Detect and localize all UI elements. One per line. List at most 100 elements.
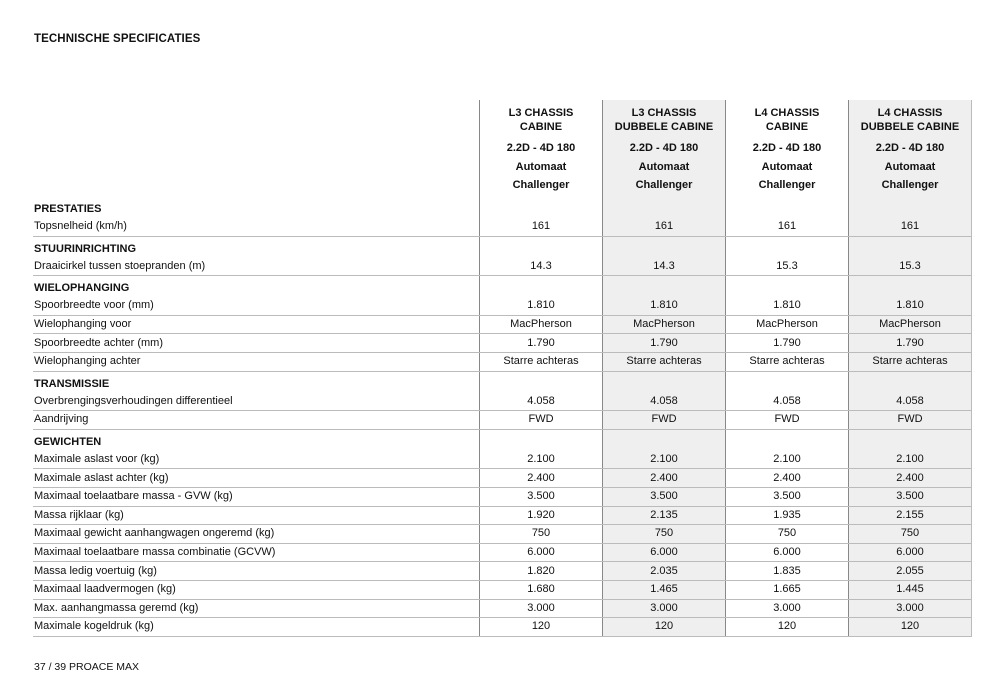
section-title: GEWICHTEN	[34, 435, 102, 448]
column-trans: Automaat	[884, 160, 936, 173]
empty-cell	[848, 429, 972, 451]
row-label: Maximale kogeldruk (kg)	[33, 617, 480, 637]
row-value: 1.790	[479, 333, 603, 353]
column-model: L4 CHASSIS	[754, 107, 820, 119]
empty-cell	[602, 429, 726, 451]
row-value: 3.000	[602, 599, 726, 619]
row-value: 2.400	[479, 468, 603, 488]
table-row: Maximaal toelaatbare massa combinatie (G…	[33, 543, 972, 563]
column-trans: Automaat	[515, 160, 567, 173]
row-value: 15.3	[848, 257, 972, 277]
row-value: Starre achteras	[479, 352, 603, 372]
row-value: 4.058	[848, 392, 972, 412]
row-label: Draaicirkel tussen stoepranden (m)	[33, 257, 480, 277]
empty-cell	[725, 236, 849, 258]
empty-cell	[479, 236, 603, 258]
column-engine: 2.2D - 4D 180	[506, 142, 576, 154]
empty-cell	[479, 371, 603, 393]
row-value: 750	[848, 524, 972, 544]
row-value: 14.3	[479, 257, 603, 277]
table-row: Topsnelheid (km/h) 161 161 161 161	[33, 218, 972, 237]
empty-cell	[479, 429, 603, 451]
row-value: 4.058	[479, 392, 603, 412]
row-value: MacPherson	[848, 315, 972, 335]
row-value: 2.100	[725, 450, 849, 470]
empty-cell	[848, 236, 972, 258]
table-row: Maximale aslast achter (kg) 2.400 2.400 2.4…	[33, 468, 972, 488]
row-value: 120	[602, 617, 726, 637]
row-label: Max. aanhangmassa geremd (kg)	[33, 599, 480, 619]
column-header: L4 CHASSIS CABINE 2.2D - 4D 180 Automaat Cha…	[725, 100, 849, 197]
column-header: L3 CHASSIS CABINE 2.2D - 4D 180 Automaat Cha…	[479, 100, 603, 197]
empty-cell	[479, 197, 603, 218]
row-value: 161	[848, 218, 972, 237]
row-value: 1.920	[479, 506, 603, 526]
row-value: 120	[479, 617, 603, 637]
row-value: 4.058	[602, 392, 726, 412]
row-value: 6.000	[725, 543, 849, 563]
row-value: MacPherson	[602, 315, 726, 335]
row-value: 3.500	[602, 487, 726, 507]
empty-cell	[602, 275, 726, 298]
column-sub: CABINE	[765, 120, 809, 133]
section-heading: WIELOPHANGING	[33, 275, 972, 298]
table-row: Massa rijklaar (kg) 1.920 2.135 1.935 2.155	[33, 506, 972, 526]
row-value: 2.400	[848, 468, 972, 488]
row-label: Maximaal laadvermogen (kg)	[33, 580, 480, 600]
column-grade: Challenger	[512, 179, 570, 191]
section-title: PRESTATIES	[34, 203, 102, 215]
table-row: Maximaal laadvermogen (kg) 1.680 1.465 1.66…	[33, 580, 972, 600]
row-value: 2.155	[848, 506, 972, 526]
column-sub: DUBBELE CABINE	[860, 120, 960, 133]
column-header: L3 CHASSIS DUBBELE CABINE 2.2D - 4D 180 Aut…	[602, 100, 726, 197]
table-row: Massa ledig voertuig (kg) 1.820 2.035 1.835…	[33, 561, 972, 581]
row-label: Spoorbreedte voor (mm)	[33, 297, 480, 316]
row-label: Overbrengingsverhoudingen differentieel	[33, 392, 480, 412]
empty-cell	[725, 429, 849, 451]
column-model: L3 CHASSIS	[631, 107, 697, 119]
row-value: 1.835	[725, 561, 849, 581]
row-value: 120	[725, 617, 849, 637]
row-value: 3.500	[848, 487, 972, 507]
table-row: Maximaal gewicht aanhangwagen ongeremd (…	[33, 524, 972, 544]
row-value: MacPherson	[479, 315, 603, 335]
empty-cell	[479, 275, 603, 298]
row-value: FWD	[725, 410, 849, 430]
column-grade: Challenger	[635, 179, 693, 191]
spec-table: L3 CHASSIS CABINE 2.2D - 4D 180 Automaat Cha…	[33, 100, 972, 637]
row-value: 4.058	[725, 392, 849, 412]
empty-cell	[602, 236, 726, 258]
row-label: Maximaal toelaatbare massa combinatie (G…	[33, 543, 480, 563]
row-value: MacPherson	[725, 315, 849, 335]
row-label: Massa ledig voertuig (kg)	[33, 561, 480, 581]
row-value: Starre achteras	[848, 352, 972, 372]
row-label: Massa rijklaar (kg)	[33, 506, 480, 526]
row-label: Maximaal gewicht aanhangwagen ongeremd (…	[33, 524, 480, 544]
row-label: Wielophanging achter	[33, 352, 480, 372]
row-label: Wielophanging voor	[33, 315, 480, 335]
empty-cell	[848, 275, 972, 298]
row-value: 1.665	[725, 580, 849, 600]
row-value: 3.500	[479, 487, 603, 507]
table-row: Maximale aslast voor (kg) 2.100 2.100 2.100…	[33, 450, 972, 470]
section-heading: TRANSMISSIE	[33, 371, 972, 393]
column-engine: 2.2D - 4D 180	[629, 142, 699, 154]
row-value: FWD	[848, 410, 972, 430]
column-model: L3 CHASSIS	[508, 107, 574, 119]
empty-cell	[848, 371, 972, 393]
section-title: WIELOPHANGING	[34, 282, 130, 295]
column-trans: Automaat	[761, 160, 813, 173]
row-value: 2.100	[602, 450, 726, 470]
row-value: 6.000	[602, 543, 726, 563]
row-value: 3.000	[848, 599, 972, 619]
column-headers: L3 CHASSIS CABINE 2.2D - 4D 180 Automaat Cha…	[33, 100, 972, 197]
column-grade: Challenger	[881, 179, 939, 191]
row-value: 120	[848, 617, 972, 637]
row-label: Topsnelheid (km/h)	[33, 218, 480, 237]
row-value: 2.100	[848, 450, 972, 470]
row-value: 161	[602, 218, 726, 237]
row-value: 1.445	[848, 580, 972, 600]
empty-cell	[602, 197, 726, 218]
row-value: 1.790	[848, 333, 972, 353]
row-value: 1.810	[602, 297, 726, 316]
